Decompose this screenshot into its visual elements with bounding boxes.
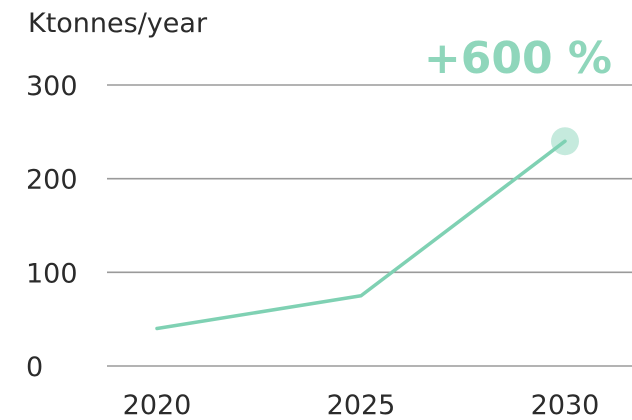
grid-lines <box>107 84 632 367</box>
endpoint-marker <box>551 127 579 156</box>
y-tick-label: 100 <box>26 258 78 289</box>
growth-annotation: +600 % <box>424 33 612 84</box>
y-unit-label: Ktonnes/year <box>28 8 208 39</box>
x-tick-label: 2030 <box>531 390 600 420</box>
series-line <box>155 139 567 331</box>
y-tick-label: 300 <box>26 71 78 102</box>
x-axis-ticks: 2020 2025 2030 <box>123 390 600 420</box>
y-tick-label: 0 <box>26 352 43 383</box>
series-layer <box>155 127 579 331</box>
x-tick-label: 2020 <box>123 390 192 420</box>
y-axis-ticks: 0 100 200 300 <box>26 71 78 383</box>
x-tick-label: 2025 <box>327 390 396 420</box>
y-tick-label: 200 <box>26 165 78 196</box>
